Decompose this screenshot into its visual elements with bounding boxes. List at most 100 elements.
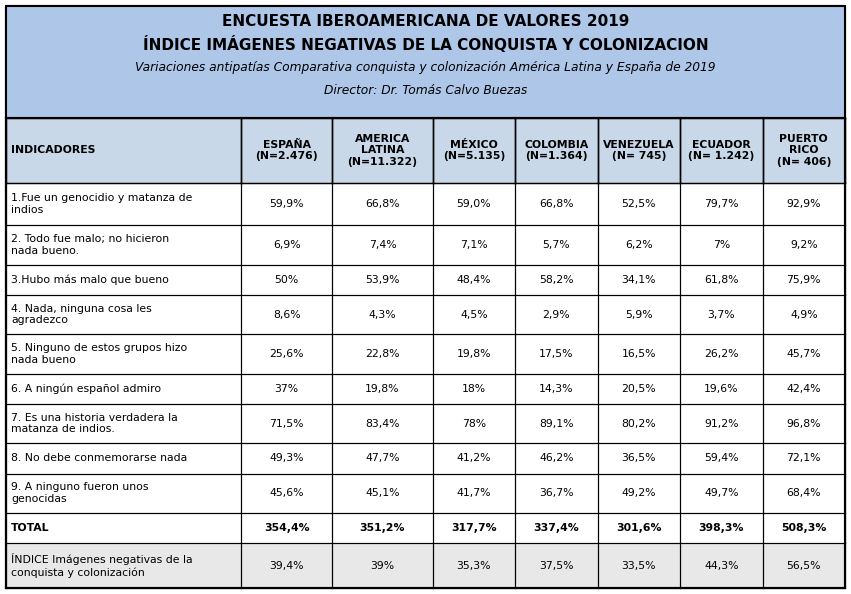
- Text: 19,8%: 19,8%: [365, 384, 400, 394]
- Text: 3,7%: 3,7%: [707, 309, 735, 320]
- Bar: [241, 182, 333, 225]
- Text: 337,4%: 337,4%: [534, 523, 580, 533]
- Bar: [597, 513, 680, 543]
- Text: 71,5%: 71,5%: [270, 419, 304, 429]
- Text: 42,4%: 42,4%: [786, 384, 821, 394]
- Text: 53,9%: 53,9%: [365, 275, 400, 285]
- Bar: [241, 513, 333, 543]
- Text: 6. A ningún español admiro: 6. A ningún español admiro: [11, 384, 161, 394]
- Bar: [6, 118, 241, 182]
- Text: 3.Hubo más malo que bueno: 3.Hubo más malo que bueno: [11, 274, 168, 285]
- Text: 78%: 78%: [462, 419, 486, 429]
- Bar: [241, 374, 333, 404]
- Text: 89,1%: 89,1%: [539, 419, 574, 429]
- Text: 5,9%: 5,9%: [625, 309, 653, 320]
- Text: 19,6%: 19,6%: [704, 384, 739, 394]
- Bar: [515, 374, 597, 404]
- Text: 39,4%: 39,4%: [270, 561, 304, 571]
- Bar: [432, 182, 515, 225]
- Text: 72,1%: 72,1%: [786, 453, 821, 463]
- Bar: [680, 225, 762, 265]
- Bar: [762, 334, 845, 374]
- Text: 5. Ninguno de estos grupos hizo
nada bueno: 5. Ninguno de estos grupos hizo nada bue…: [11, 343, 187, 365]
- Text: 19,8%: 19,8%: [457, 349, 491, 359]
- Text: 66,8%: 66,8%: [539, 199, 574, 209]
- Text: 96,8%: 96,8%: [786, 419, 821, 429]
- Bar: [597, 182, 680, 225]
- Text: 508,3%: 508,3%: [781, 523, 826, 533]
- Text: 47,7%: 47,7%: [365, 453, 400, 463]
- Bar: [680, 182, 762, 225]
- Text: 80,2%: 80,2%: [621, 419, 656, 429]
- Bar: [762, 404, 845, 443]
- Text: 41,7%: 41,7%: [457, 488, 491, 498]
- Bar: [680, 443, 762, 473]
- Bar: [241, 473, 333, 513]
- Text: 33,5%: 33,5%: [621, 561, 656, 571]
- Text: 9,2%: 9,2%: [790, 240, 818, 250]
- Bar: [333, 473, 432, 513]
- Bar: [333, 334, 432, 374]
- Bar: [6, 265, 241, 295]
- Bar: [762, 265, 845, 295]
- Bar: [333, 374, 432, 404]
- Text: ESPAÑA
(N=2.476): ESPAÑA (N=2.476): [255, 140, 318, 161]
- Bar: [597, 334, 680, 374]
- Text: 37%: 37%: [275, 384, 299, 394]
- Text: ENCUESTA IBEROAMERICANA DE VALORES 2019: ENCUESTA IBEROAMERICANA DE VALORES 2019: [222, 14, 629, 30]
- Bar: [333, 513, 432, 543]
- Bar: [241, 225, 333, 265]
- Text: 45,7%: 45,7%: [786, 349, 821, 359]
- Bar: [515, 225, 597, 265]
- Text: 4. Nada, ninguna cosa les
agradezco: 4. Nada, ninguna cosa les agradezco: [11, 304, 151, 326]
- Text: 5,7%: 5,7%: [542, 240, 570, 250]
- Bar: [680, 374, 762, 404]
- Bar: [597, 443, 680, 473]
- Bar: [515, 404, 597, 443]
- Bar: [597, 374, 680, 404]
- Bar: [515, 182, 597, 225]
- Text: 17,5%: 17,5%: [539, 349, 574, 359]
- Text: 20,5%: 20,5%: [621, 384, 656, 394]
- Bar: [6, 443, 241, 473]
- Text: 83,4%: 83,4%: [365, 419, 400, 429]
- Bar: [6, 334, 241, 374]
- Bar: [432, 374, 515, 404]
- Bar: [762, 295, 845, 334]
- Text: 92,9%: 92,9%: [786, 199, 821, 209]
- Text: 45,6%: 45,6%: [270, 488, 304, 498]
- Bar: [6, 374, 241, 404]
- Bar: [241, 404, 333, 443]
- Bar: [515, 334, 597, 374]
- Text: 22,8%: 22,8%: [365, 349, 400, 359]
- Text: 2. Todo fue malo; no hicieron
nada bueno.: 2. Todo fue malo; no hicieron nada bueno…: [11, 234, 169, 256]
- Bar: [680, 295, 762, 334]
- Text: 26,2%: 26,2%: [704, 349, 739, 359]
- Bar: [241, 118, 333, 182]
- Bar: [6, 473, 241, 513]
- Text: 1.Fue un genocidio y matanza de
indios: 1.Fue un genocidio y matanza de indios: [11, 193, 192, 215]
- Text: 398,3%: 398,3%: [699, 523, 744, 533]
- Bar: [680, 118, 762, 182]
- Bar: [241, 543, 333, 588]
- Bar: [6, 295, 241, 334]
- Text: INDICADORES: INDICADORES: [11, 146, 95, 155]
- Text: 317,7%: 317,7%: [451, 523, 497, 533]
- Bar: [762, 443, 845, 473]
- Bar: [432, 295, 515, 334]
- Bar: [762, 473, 845, 513]
- Text: 4,3%: 4,3%: [368, 309, 397, 320]
- Bar: [432, 265, 515, 295]
- Bar: [432, 443, 515, 473]
- Text: 354,4%: 354,4%: [264, 523, 310, 533]
- Bar: [680, 513, 762, 543]
- Bar: [241, 443, 333, 473]
- Bar: [515, 513, 597, 543]
- Text: 91,2%: 91,2%: [704, 419, 739, 429]
- Bar: [6, 404, 241, 443]
- Text: 7%: 7%: [712, 240, 730, 250]
- Text: 37,5%: 37,5%: [539, 561, 574, 571]
- Bar: [432, 473, 515, 513]
- Bar: [680, 265, 762, 295]
- Text: 9. A ninguno fueron unos
genocidas: 9. A ninguno fueron unos genocidas: [11, 482, 149, 504]
